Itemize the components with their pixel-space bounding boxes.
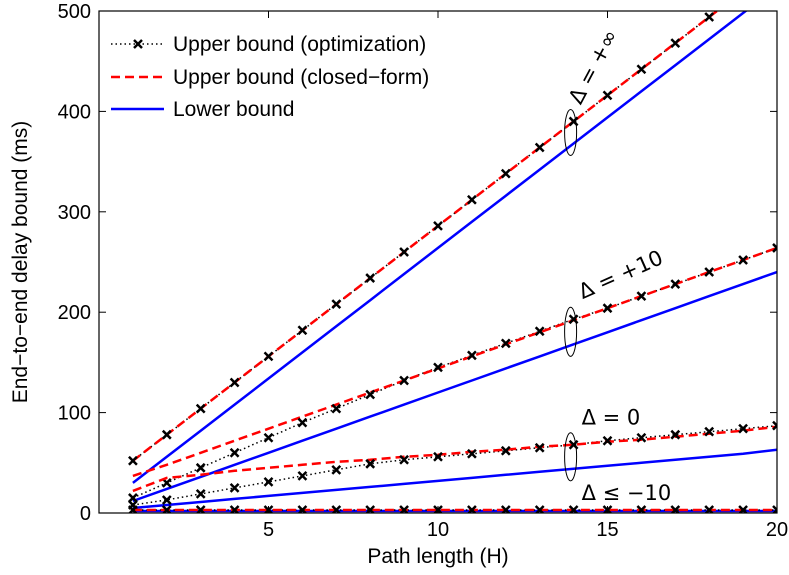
- upper-optimization-point: [467, 350, 477, 361]
- x-tick-label: 20: [766, 519, 788, 541]
- y-tick-label: 100: [58, 403, 91, 425]
- x-tick-label: 5: [263, 519, 274, 541]
- legend-label-upper-optimization: Upper bound (optimization): [173, 33, 426, 56]
- upper-optimization-point: [467, 194, 477, 205]
- upper-closed-form-line: [132, 11, 720, 462]
- legend-label-upper-closed-form: Upper bound (closed−form): [173, 66, 429, 89]
- upper-optimization-line: [132, 247, 777, 499]
- upper-optimization-point: [399, 247, 409, 257]
- upper-optimization-point: [433, 220, 443, 231]
- upper-optimization-point: [263, 476, 274, 487]
- upper-closed-form-line: [132, 425, 777, 493]
- upper-optimization-point: [161, 429, 172, 440]
- upper-optimization-point: [229, 447, 240, 458]
- upper-optimization-point: [128, 455, 138, 466]
- lower-bound-line: [132, 448, 777, 510]
- upper-optimization-point: [704, 267, 715, 277]
- upper-optimization-point: [602, 90, 613, 101]
- upper-optimization-point: [195, 403, 206, 414]
- upper-optimization-point: [636, 64, 647, 75]
- x-tick-label: 15: [596, 519, 618, 541]
- upper-optimization-point: [772, 420, 777, 431]
- upper-optimization-point: [365, 273, 376, 283]
- series-group-0: [128, 11, 748, 484]
- upper-optimization-point: [433, 451, 443, 462]
- upper-optimization-point: [670, 38, 681, 49]
- upper-optimization-point: [704, 12, 715, 22]
- upper-optimization-point: [738, 423, 748, 434]
- upper-optimization-point: [297, 417, 308, 428]
- group-ellipse-0: [564, 108, 578, 157]
- upper-optimization-point: [161, 495, 172, 505]
- legend-label-lower: Lower bound: [173, 98, 294, 121]
- upper-optimization-point: [534, 142, 545, 153]
- y-tick-label: 400: [58, 101, 91, 123]
- y-tick-label: 500: [58, 1, 91, 23]
- upper-optimization-point: [534, 442, 545, 453]
- series-group-2: [128, 420, 777, 510]
- lower-bound-line: [132, 270, 777, 503]
- plot-area: [99, 11, 777, 513]
- y-tick-label: 200: [58, 302, 91, 324]
- y-tick-label: 0: [80, 503, 91, 525]
- upper-optimization-point: [704, 426, 715, 437]
- group-ellipse-2: [564, 432, 578, 482]
- lower-bound-line: [132, 11, 748, 484]
- upper-optimization-point: [670, 279, 681, 289]
- upper-optimization-point: [772, 243, 777, 253]
- upper-optimization-point: [331, 403, 342, 414]
- upper-optimization-point: [399, 375, 409, 386]
- upper-optimization-point: [331, 299, 342, 310]
- upper-optimization-point: [195, 489, 206, 499]
- upper-optimization-point: [636, 291, 647, 302]
- upper-optimization-point: [399, 454, 409, 465]
- group-ellipse-1: [564, 306, 578, 357]
- upper-optimization-point: [229, 483, 240, 493]
- upper-optimization-point: [738, 255, 748, 265]
- annotation-label-2: Δ = 0: [582, 406, 641, 430]
- upper-closed-form-line: [132, 246, 777, 478]
- annotation-label-3: Δ ≤ −10: [582, 481, 672, 505]
- upper-optimization-point: [500, 338, 511, 349]
- upper-optimization-point: [365, 458, 376, 469]
- upper-optimization-point: [500, 445, 511, 456]
- upper-optimization-point: [602, 303, 613, 314]
- upper-optimization-point: [229, 377, 240, 388]
- upper-optimization-point: [263, 351, 274, 362]
- upper-optimization-point: [500, 168, 511, 179]
- upper-optimization-line: [132, 424, 777, 506]
- upper-optimization-point: [297, 325, 308, 336]
- upper-optimization-point: [297, 470, 308, 481]
- upper-optimization-point: [331, 464, 342, 475]
- upper-optimization-point: [636, 432, 647, 443]
- upper-optimization-point: [433, 362, 443, 373]
- upper-optimization-point: [670, 429, 681, 440]
- upper-optimization-point: [263, 432, 274, 443]
- upper-optimization-point: [467, 448, 477, 459]
- series-group-1: [128, 243, 777, 503]
- legend: Upper bound (optimization) Upper bound (…: [111, 33, 429, 121]
- y-tick-label: 300: [58, 202, 91, 224]
- x-tick-label: 10: [427, 519, 449, 541]
- upper-optimization-point: [365, 389, 376, 400]
- upper-optimization-point: [534, 326, 545, 337]
- x-axis-label: Path length (H): [367, 545, 508, 568]
- legend-marker-x-icon: [133, 39, 143, 49]
- upper-optimization-point: [602, 435, 613, 446]
- upper-optimization-point: [195, 462, 206, 473]
- y-axis-label: End−to−end delay bound (ms): [9, 121, 32, 404]
